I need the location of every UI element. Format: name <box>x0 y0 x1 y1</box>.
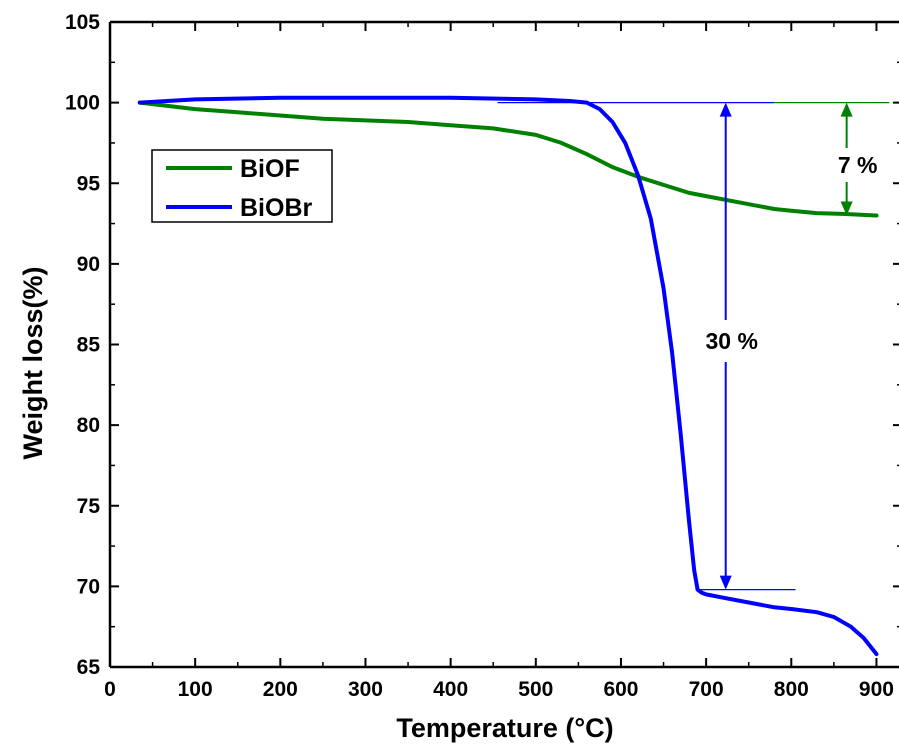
annotations: 7 % 30 % <box>497 102 890 591</box>
x-tick-label: 0 <box>104 678 116 701</box>
y-tick-label: 65 <box>77 656 101 679</box>
axes: 0 100 200 300 400 500 600 700 800 900 65 70 75 80 85 90… <box>65 11 899 701</box>
x-tick-label: 600 <box>603 678 638 701</box>
y-tick-label: 85 <box>77 334 101 357</box>
y-tick-label: 100 <box>65 92 100 115</box>
x-tick-label: 900 <box>859 678 894 701</box>
annotation-label-biof: 7 % <box>838 152 878 178</box>
annotation-label-biobr: 30 % <box>705 328 757 354</box>
series-line-biof <box>137 100 879 218</box>
x-tick-label: 300 <box>348 678 383 701</box>
x-tick-label: 100 <box>178 678 213 701</box>
y-tick-label: 90 <box>77 253 100 276</box>
y-axis-title: Weight loss(%) <box>18 266 48 459</box>
x-tick-label: 800 <box>774 678 809 701</box>
annotation-arrow-0-head-top <box>840 102 853 117</box>
y-tick-label: 80 <box>77 414 100 437</box>
x-tick-label: 200 <box>263 678 298 701</box>
y-tick-label: 70 <box>77 575 100 598</box>
y-tick-label: 75 <box>77 495 101 518</box>
legend-box <box>151 149 333 223</box>
x-tick-label: 700 <box>689 678 724 701</box>
y-tick-label: 95 <box>77 172 101 195</box>
legend-label-biof: BiOF <box>240 155 300 183</box>
annotation-label-bg <box>693 320 758 362</box>
legend-label-biobr: BiOBr <box>240 194 313 222</box>
x-tick-label: 400 <box>433 678 468 701</box>
plot-area <box>137 95 879 657</box>
x-axis-title: Temperature (°C) <box>396 713 613 743</box>
legend: BiOF BiOBr <box>151 149 333 223</box>
annotation-arrow-1-head-top <box>719 102 732 117</box>
annotation-arrow-1-head-bottom <box>719 575 732 590</box>
annotation-label-bg <box>828 148 877 182</box>
annotation-arrow-0-head-bottom <box>840 201 853 216</box>
x-tick-label: 500 <box>518 678 553 701</box>
y-tick-label: 105 <box>65 11 100 34</box>
series-line-biobr <box>137 95 879 657</box>
